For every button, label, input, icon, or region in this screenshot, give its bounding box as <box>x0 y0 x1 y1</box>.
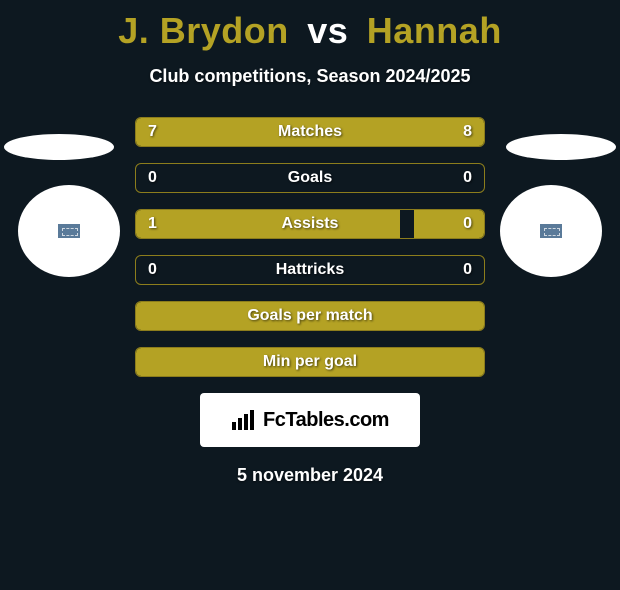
player2-name: Hannah <box>367 10 502 51</box>
bar-chart-icon <box>231 410 257 430</box>
date-text: 5 november 2024 <box>0 465 620 486</box>
stat-label: Assists <box>136 210 484 238</box>
stat-label: Goals per match <box>136 302 484 330</box>
subtitle: Club competitions, Season 2024/2025 <box>0 66 620 87</box>
stats-container: 78Matches 00Goals 10Assists 00Hattricks Goal… <box>135 117 485 377</box>
stat-row: Goals per match <box>135 301 485 331</box>
decor-oval-left <box>4 134 114 160</box>
player2-avatar <box>500 185 602 277</box>
stat-label: Goals <box>136 164 484 192</box>
brand-box: FcTables.com <box>200 393 420 447</box>
stat-row: 00Goals <box>135 163 485 193</box>
decor-oval-right <box>506 134 616 160</box>
stat-row: Min per goal <box>135 347 485 377</box>
stat-label: Hattricks <box>136 256 484 284</box>
stat-row: 10Assists <box>135 209 485 239</box>
stat-label: Matches <box>136 118 484 146</box>
stat-label: Min per goal <box>136 348 484 376</box>
vs-text: vs <box>307 10 348 51</box>
placeholder-icon <box>58 224 80 238</box>
player1-name: J. Brydon <box>118 10 289 51</box>
brand-text: FcTables.com <box>263 409 389 432</box>
player1-avatar <box>18 185 120 277</box>
comparison-title: J. Brydon vs Hannah <box>0 10 620 52</box>
placeholder-icon <box>540 224 562 238</box>
stat-row: 00Hattricks <box>135 255 485 285</box>
stat-row: 78Matches <box>135 117 485 147</box>
